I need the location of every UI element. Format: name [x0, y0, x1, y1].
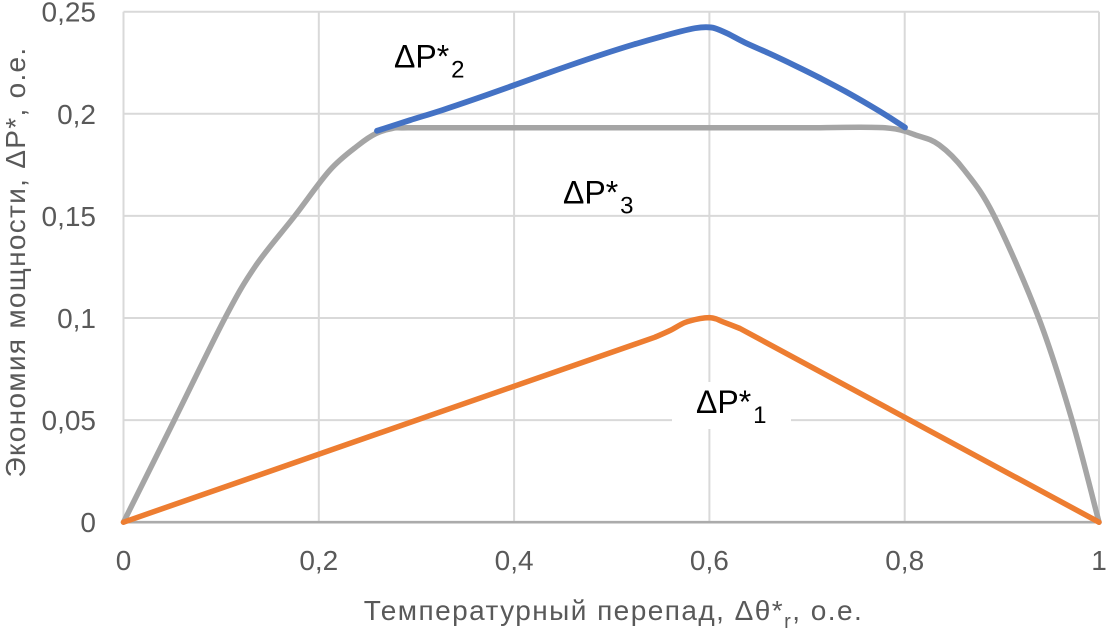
svg-text:0,8: 0,8 [885, 545, 924, 576]
svg-text:0,2: 0,2 [57, 99, 96, 130]
svg-text:1: 1 [1091, 545, 1107, 576]
svg-text:0,15: 0,15 [42, 201, 97, 232]
svg-text:0,4: 0,4 [495, 545, 534, 576]
svg-text:0,1: 0,1 [57, 303, 96, 334]
svg-text:0,25: 0,25 [42, 0, 97, 28]
svg-text:0: 0 [116, 545, 132, 576]
svg-text:0,6: 0,6 [690, 545, 729, 576]
svg-text:0,2: 0,2 [299, 545, 338, 576]
svg-text:Экономия мощности, ΔP*, о.е.: Экономия мощности, ΔP*, о.е. [0, 47, 31, 478]
svg-text:0,05: 0,05 [42, 405, 97, 436]
svg-text:0: 0 [80, 507, 96, 538]
